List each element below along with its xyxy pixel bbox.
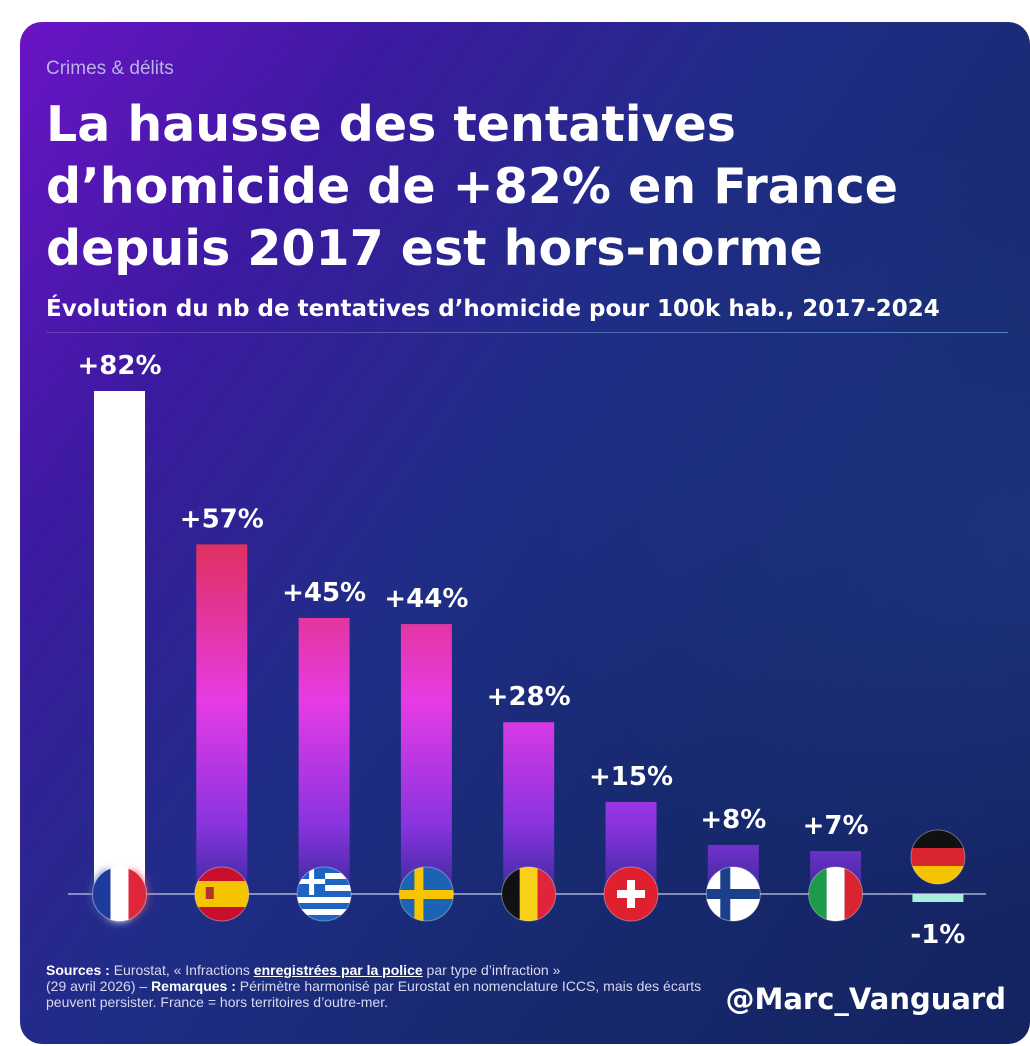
sources-link[interactable]: enregistrées par la police (253, 962, 423, 978)
value-label-greece: +45% (282, 578, 366, 608)
value-label-sweden: +44% (384, 584, 468, 614)
sources-text-1: Eurostat, « Infractions (113, 962, 250, 978)
bar-germany (912, 894, 964, 902)
germany-flag-icon (910, 829, 966, 885)
remarks-text: Périmètre harmonisé par Eurostat en nome… (46, 978, 702, 1010)
sources-date: (29 avril 2026) – (46, 978, 148, 994)
subtitle-divider (46, 332, 1008, 333)
bar-greece (298, 617, 350, 894)
sources-note: Sources : Eurostat, « Infractions enregi… (46, 962, 736, 1010)
sources-label: Sources : (46, 962, 110, 978)
value-label-spain: +57% (180, 504, 264, 534)
value-label-germany: -1% (910, 920, 965, 950)
infographic-card: Crimes & délits La hausse des tentatives… (20, 22, 1030, 1044)
bar-spain (196, 544, 248, 894)
switzerland-flag-icon (603, 866, 659, 922)
value-label-italy: +7% (803, 811, 869, 841)
finland-flag-icon (705, 866, 761, 922)
bar-sweden (400, 624, 452, 894)
value-labels-group: +82% +57% +45% +44% +28% +15% +8% +7% -1% (77, 351, 965, 950)
italy-flag-icon (808, 866, 864, 922)
bar-chart: +82% +57% +45% +44% +28% +15% +8% +7% -1% (68, 351, 986, 950)
sources-text-2: par type d’infraction » (426, 962, 561, 978)
value-label-belgium: +28% (487, 682, 571, 712)
belgium-flag-icon (501, 866, 557, 922)
sweden-flag-icon (398, 866, 454, 922)
remarks-label: Remarques : (151, 978, 236, 994)
page-title: La hausse des tentatives d’homicide de +… (46, 96, 898, 277)
france-flag-icon (92, 866, 147, 922)
spain-flag-icon (194, 866, 250, 922)
value-label-france: +82% (77, 351, 161, 381)
category-label: Crimes & délits (46, 58, 174, 79)
chart-subtitle: Évolution du nb de tentatives d’homicide… (46, 296, 940, 322)
value-label-finland: +8% (700, 805, 766, 835)
author-handle: @Marc_Vanguard (725, 982, 1006, 1016)
value-label-switzerland: +15% (589, 762, 673, 792)
flags-group (92, 829, 966, 922)
bar-belgium (503, 722, 555, 894)
bar-france (94, 391, 145, 894)
greece-flag-icon (296, 866, 352, 922)
